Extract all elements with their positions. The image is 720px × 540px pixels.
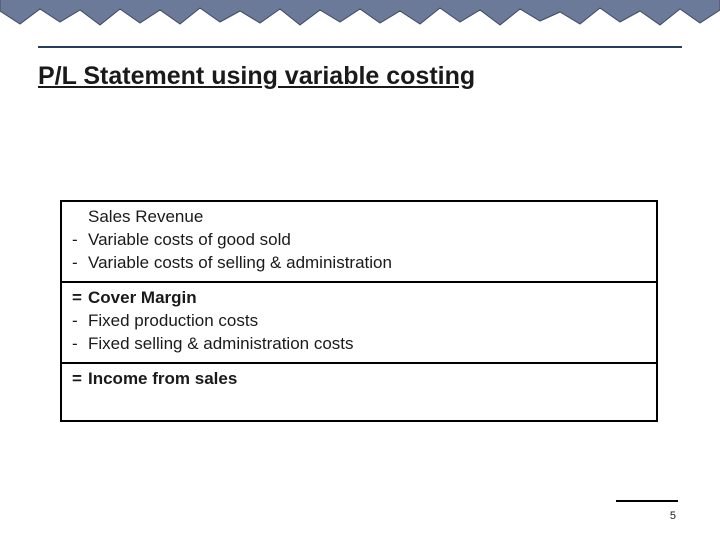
page-number: 5 (670, 510, 676, 522)
table-row: Sales Revenue (72, 206, 646, 229)
row-sign: - (72, 229, 88, 252)
row-sign: - (72, 252, 88, 275)
row-text: Income from sales (88, 368, 237, 391)
row-sign: - (72, 310, 88, 333)
row-text: Sales Revenue (88, 206, 203, 229)
page-title: P/L Statement using variable costing (38, 62, 682, 91)
row-text (88, 391, 93, 414)
table-row: - Fixed selling & administration costs (72, 333, 646, 356)
row-text: Fixed production costs (88, 310, 258, 333)
header-rule (38, 46, 682, 48)
footer-rule (616, 500, 678, 502)
row-sign: = (72, 287, 88, 310)
pl-statement-table: Sales Revenue - Variable costs of good s… (60, 200, 658, 422)
pl-section-2: = Cover Margin - Fixed production costs … (62, 281, 656, 362)
torn-edge-svg (0, 0, 720, 42)
row-sign (72, 206, 88, 229)
table-row: - Fixed production costs (72, 310, 646, 333)
pl-section-3: = Income from sales (62, 362, 656, 420)
table-row: - Variable costs of good sold (72, 229, 646, 252)
table-row: = Income from sales (72, 368, 646, 391)
row-sign (72, 391, 88, 414)
decorative-torn-header (0, 0, 720, 42)
row-text: Variable costs of selling & administrati… (88, 252, 392, 275)
row-text: Variable costs of good sold (88, 229, 291, 252)
row-text: Fixed selling & administration costs (88, 333, 354, 356)
table-row: = Cover Margin (72, 287, 646, 310)
row-sign: - (72, 333, 88, 356)
table-row-blank (72, 391, 646, 414)
table-row: - Variable costs of selling & administra… (72, 252, 646, 275)
row-text: Cover Margin (88, 287, 197, 310)
row-sign: = (72, 368, 88, 391)
pl-section-1: Sales Revenue - Variable costs of good s… (62, 202, 656, 281)
